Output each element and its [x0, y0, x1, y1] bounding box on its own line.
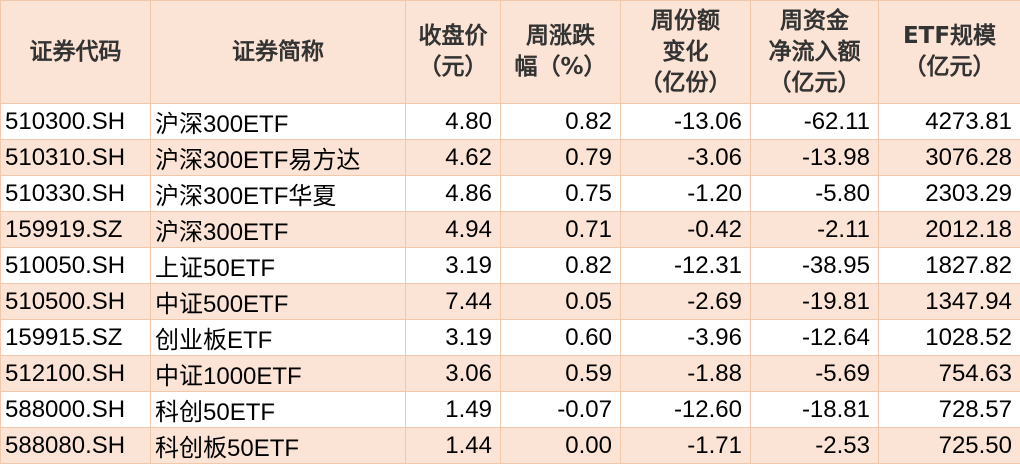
- cell-close-price: 4.62: [406, 140, 501, 176]
- cell-close-price: 7.44: [406, 284, 501, 320]
- cell-weekly-change: 0.71: [501, 212, 621, 248]
- header-name: 证券简称: [151, 1, 406, 104]
- cell-share-change: -1.71: [621, 428, 751, 464]
- cell-weekly-change: 0.05: [501, 284, 621, 320]
- cell-net-inflow: -5.80: [751, 176, 879, 212]
- cell-weekly-change: 0.60: [501, 320, 621, 356]
- cell-share-change: -1.88: [621, 356, 751, 392]
- header-share-change: 周份额变化（亿份）: [621, 1, 751, 104]
- cell-name: 创业板ETF: [151, 320, 406, 356]
- cell-code: 510300.SH: [1, 104, 151, 140]
- cell-code: 510330.SH: [1, 176, 151, 212]
- cell-code: 588000.SH: [1, 392, 151, 428]
- cell-name: 科创50ETF: [151, 392, 406, 428]
- cell-name: 沪深300ETF易方达: [151, 140, 406, 176]
- cell-etf-size: 725.50: [879, 428, 1020, 464]
- cell-etf-size: 3076.28: [879, 140, 1020, 176]
- cell-close-price: 3.19: [406, 248, 501, 284]
- cell-share-change: -13.06: [621, 104, 751, 140]
- cell-share-change: -0.42: [621, 212, 751, 248]
- cell-net-inflow: -62.11: [751, 104, 879, 140]
- cell-close-price: 4.94: [406, 212, 501, 248]
- cell-code: 588080.SH: [1, 428, 151, 464]
- header-code: 证券代码: [1, 1, 151, 104]
- cell-share-change: -12.31: [621, 248, 751, 284]
- cell-etf-size: 1347.94: [879, 284, 1020, 320]
- cell-etf-size: 754.63: [879, 356, 1020, 392]
- cell-name: 上证50ETF: [151, 248, 406, 284]
- cell-code: 512100.SH: [1, 356, 151, 392]
- cell-net-inflow: -19.81: [751, 284, 879, 320]
- cell-net-inflow: -2.53: [751, 428, 879, 464]
- cell-close-price: 3.19: [406, 320, 501, 356]
- cell-etf-size: 1028.52: [879, 320, 1020, 356]
- cell-weekly-change: -0.07: [501, 392, 621, 428]
- cell-net-inflow: -12.64: [751, 320, 879, 356]
- cell-etf-size: 2303.29: [879, 176, 1020, 212]
- cell-etf-size: 4273.81: [879, 104, 1020, 140]
- cell-code: 159919.SZ: [1, 212, 151, 248]
- cell-etf-size: 728.57: [879, 392, 1020, 428]
- cell-weekly-change: 0.79: [501, 140, 621, 176]
- cell-net-inflow: -2.11: [751, 212, 879, 248]
- cell-name: 中证500ETF: [151, 284, 406, 320]
- cell-weekly-change: 0.00: [501, 428, 621, 464]
- cell-net-inflow: -18.81: [751, 392, 879, 428]
- cell-code: 159915.SZ: [1, 320, 151, 356]
- cell-name: 沪深300ETF华夏: [151, 176, 406, 212]
- cell-weekly-change: 0.59: [501, 356, 621, 392]
- cell-weekly-change: 0.82: [501, 104, 621, 140]
- cell-code: 510310.SH: [1, 140, 151, 176]
- cell-close-price: 3.06: [406, 356, 501, 392]
- cell-code: 510050.SH: [1, 248, 151, 284]
- cell-name: 中证1000ETF: [151, 356, 406, 392]
- cell-etf-size: 2012.18: [879, 212, 1020, 248]
- header-row: 证券代码证券简称收盘价（元）周涨跌幅（%）周份额变化（亿份）周资金净流入额（亿元…: [1, 1, 1020, 104]
- cell-close-price: 1.49: [406, 392, 501, 428]
- cell-code: 510500.SH: [1, 284, 151, 320]
- cell-weekly-change: 0.75: [501, 176, 621, 212]
- cell-net-inflow: -13.98: [751, 140, 879, 176]
- cell-share-change: -12.60: [621, 392, 751, 428]
- header-etf-size: ETF规模（亿元）: [879, 1, 1020, 104]
- cell-share-change: -3.06: [621, 140, 751, 176]
- cell-net-inflow: -5.69: [751, 356, 879, 392]
- cell-name: 科创板50ETF: [151, 428, 406, 464]
- cell-share-change: -1.20: [621, 176, 751, 212]
- header-net-inflow: 周资金净流入额（亿元）: [751, 1, 879, 104]
- cell-etf-size: 1827.82: [879, 248, 1020, 284]
- cell-net-inflow: -38.95: [751, 248, 879, 284]
- header-close-price: 收盘价（元）: [406, 1, 501, 104]
- cell-name: 沪深300ETF: [151, 212, 406, 248]
- cell-weekly-change: 0.82: [501, 248, 621, 284]
- cell-close-price: 1.44: [406, 428, 501, 464]
- cell-close-price: 4.86: [406, 176, 501, 212]
- cell-share-change: -3.96: [621, 320, 751, 356]
- cell-close-price: 4.80: [406, 104, 501, 140]
- cell-share-change: -2.69: [621, 284, 751, 320]
- cell-name: 沪深300ETF: [151, 104, 406, 140]
- header-weekly-change: 周涨跌幅（%）: [501, 1, 621, 104]
